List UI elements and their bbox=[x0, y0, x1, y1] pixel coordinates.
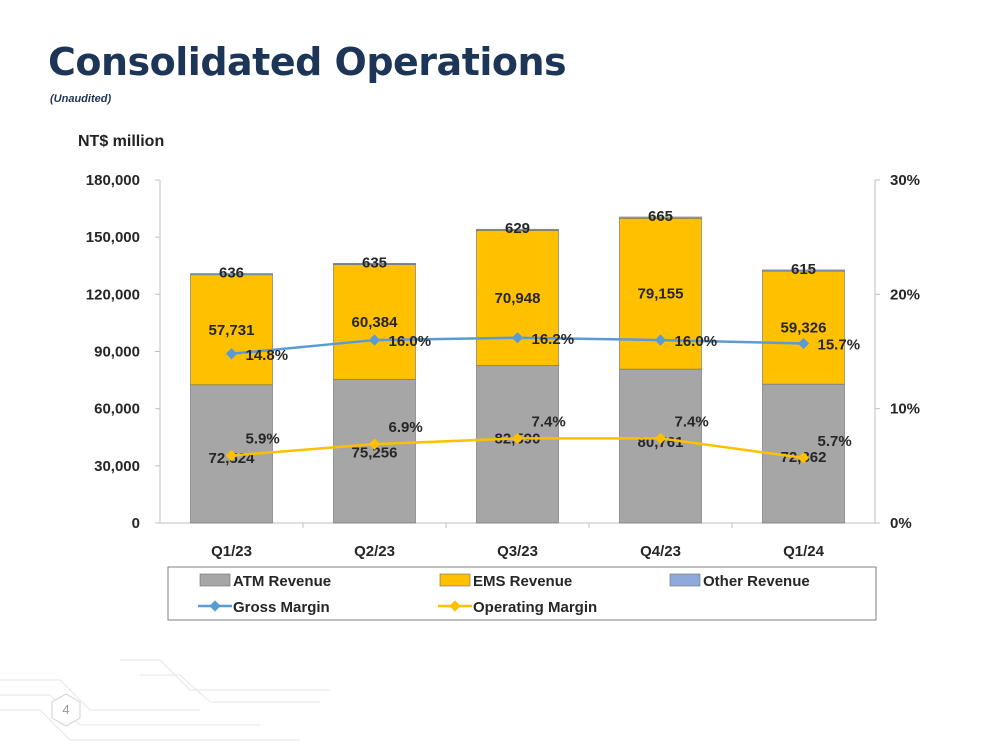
ems-bar bbox=[762, 270, 845, 385]
right-y-tick-label: 20% bbox=[890, 286, 920, 303]
ems-value-label: 59,326 bbox=[781, 320, 827, 337]
gross-marker bbox=[511, 332, 524, 344]
ems-value-label: 60,384 bbox=[352, 314, 399, 331]
legend-box bbox=[167, 566, 877, 621]
ems-value-label: 79,155 bbox=[638, 286, 684, 303]
other-value-label: 635 bbox=[362, 254, 387, 271]
left-y-tick-label: 90,000 bbox=[94, 344, 140, 361]
other-bar bbox=[190, 273, 273, 276]
x-tick-label: Q1/24 bbox=[783, 543, 825, 560]
operating-value-label: 7.4% bbox=[675, 413, 709, 430]
gross-marker bbox=[225, 348, 238, 360]
ems-bar bbox=[333, 264, 416, 380]
operating-marker bbox=[511, 432, 524, 445]
ems-legend-label: EMS Revenue bbox=[473, 573, 572, 590]
gross-legend-label: Gross Margin bbox=[233, 599, 330, 616]
atm-bar bbox=[476, 365, 559, 524]
left-y-tick-label: 60,000 bbox=[94, 401, 140, 418]
left-y-tick-label: 30,000 bbox=[94, 458, 140, 475]
page-title: Consolidated Operations bbox=[48, 40, 567, 84]
gross-value-label: 16.2% bbox=[532, 331, 575, 348]
ems-value-label: 70,948 bbox=[495, 290, 541, 307]
operating-marker bbox=[654, 432, 667, 445]
other-value-label: 665 bbox=[648, 208, 673, 225]
left-y-tick-label: 150,000 bbox=[86, 229, 140, 246]
atm-legend-label: ATM Revenue bbox=[233, 573, 331, 590]
other-value-label: 629 bbox=[505, 220, 530, 237]
other-bar bbox=[619, 216, 702, 219]
ems-bar bbox=[190, 274, 273, 386]
operating-legend-marker bbox=[449, 600, 461, 612]
operating-value-label: 5.9% bbox=[246, 431, 280, 448]
operating-value-label: 5.7% bbox=[818, 433, 852, 450]
x-tick-label: Q2/23 bbox=[354, 543, 395, 560]
operating-marker bbox=[368, 438, 381, 450]
x-tick-label: Q4/23 bbox=[640, 543, 681, 560]
page-number-badge: 4 bbox=[48, 692, 84, 728]
page-subtitle: (Unaudited) bbox=[50, 93, 112, 105]
page-number: 4 bbox=[62, 702, 70, 717]
y-axis-unit-label: NT$ million bbox=[78, 133, 165, 150]
other-bar bbox=[333, 263, 416, 265]
right-y-tick-label: 0% bbox=[890, 515, 912, 532]
x-tick-label: Q3/23 bbox=[497, 543, 538, 560]
ems-value-label: 57,731 bbox=[209, 322, 255, 339]
operating-legend-label: Operating Margin bbox=[473, 599, 597, 616]
other-value-label: 615 bbox=[791, 261, 816, 278]
operating-marker bbox=[225, 449, 238, 462]
right-y-tick-label: 10% bbox=[890, 401, 920, 418]
gross-value-label: 14.8% bbox=[246, 347, 289, 364]
atm-value-label: 75,256 bbox=[352, 445, 398, 462]
operating-marker bbox=[797, 452, 810, 464]
ems-legend-swatch bbox=[439, 573, 471, 587]
gross-marker bbox=[654, 334, 667, 346]
left-y-tick-label: 180,000 bbox=[86, 172, 140, 189]
other-legend-label: Other Revenue bbox=[703, 573, 810, 590]
left-y-tick-label: 120,000 bbox=[86, 286, 140, 303]
x-tick-label: Q1/23 bbox=[211, 543, 252, 560]
atm-legend-swatch bbox=[199, 573, 231, 587]
atm-bar bbox=[619, 368, 702, 524]
other-bar bbox=[476, 228, 559, 231]
other-value-label: 636 bbox=[219, 265, 244, 282]
atm-bar bbox=[333, 379, 416, 524]
operating-value-label: 6.9% bbox=[389, 419, 423, 436]
other-bar bbox=[762, 269, 845, 272]
left-y-tick-label: 0 bbox=[132, 515, 140, 532]
right-y-tick-label: 30% bbox=[890, 172, 920, 189]
other-legend-swatch bbox=[669, 573, 701, 587]
gross-value-label: 16.0% bbox=[675, 333, 718, 350]
hexagon-icon bbox=[51, 693, 81, 727]
gross-legend-marker bbox=[209, 600, 221, 612]
gross-marker bbox=[368, 334, 381, 346]
gross-value-label: 15.7% bbox=[818, 336, 861, 353]
gross-value-label: 16.0% bbox=[389, 333, 432, 350]
operating-value-label: 7.4% bbox=[532, 413, 566, 430]
gross-marker bbox=[797, 337, 810, 350]
